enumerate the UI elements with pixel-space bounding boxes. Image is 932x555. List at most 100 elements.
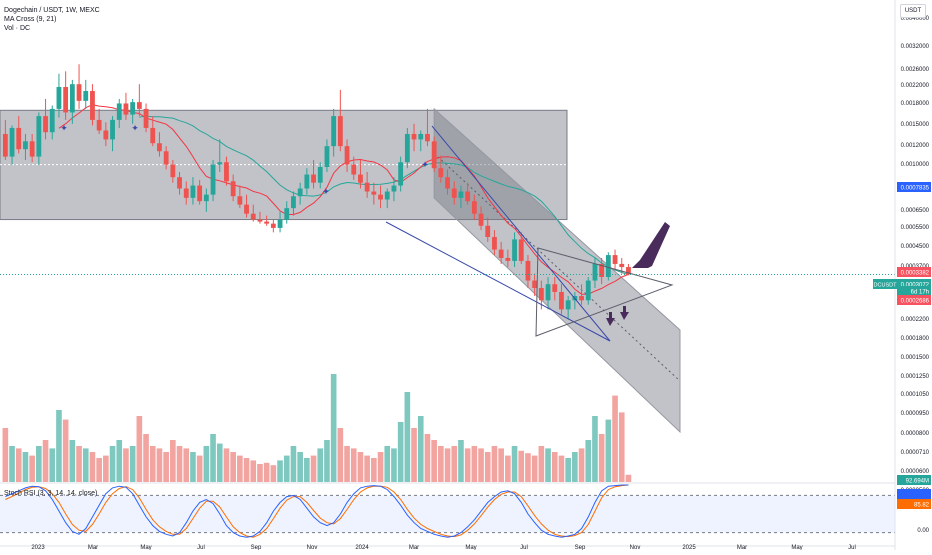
volume-bar: [9, 446, 15, 482]
candle-body: [364, 182, 370, 192]
candle-body: [90, 91, 95, 120]
price-tick-label: 0.0032000: [901, 44, 930, 50]
volume-bar: [350, 448, 357, 482]
volume-tag: [897, 475, 931, 485]
channel-midline: [433, 153, 681, 382]
stoch-rsi-pane[interactable]: [0, 482, 895, 538]
volume-bar: [49, 448, 56, 482]
candle-body: [404, 133, 410, 163]
volume-bar: [317, 448, 324, 482]
price-tag: [897, 286, 931, 296]
currency-label: USDT: [904, 8, 922, 14]
price-axis[interactable]: 0.0040000 0.0032000 0.0026000 0.0022000 0.00…: [873, 0, 932, 550]
volume-bar: [196, 455, 203, 482]
time-tick-label: Jul: [520, 545, 528, 550]
volume-bar: [310, 455, 317, 482]
candle-body: [136, 102, 142, 109]
symbol-title[interactable]: Dogechain / USDT, 1W, MEXC: [4, 7, 100, 14]
candle-body: [244, 204, 249, 214]
candle-body: [230, 181, 236, 197]
time-tick-label: Jul: [197, 545, 205, 550]
candle-body: [431, 141, 437, 169]
volume-bar: [417, 416, 424, 482]
volume-bar: [565, 458, 571, 482]
volume-bar: [69, 440, 76, 482]
volume-bar: [397, 422, 404, 482]
volume-bar: [431, 440, 437, 482]
ma-cross-label[interactable]: MA Cross (9, 21): [4, 16, 57, 23]
price-tick-label: 0.0015000: [901, 122, 930, 128]
candle-body: [599, 263, 605, 278]
volume-bar: [56, 410, 62, 482]
volume-bar: [471, 446, 478, 482]
volume-bar: [451, 446, 458, 482]
volume-bar: [464, 448, 471, 482]
candle-body: [337, 116, 343, 147]
candle-body: [565, 300, 571, 310]
volume-bar: [518, 450, 525, 482]
volume-bar: [76, 446, 82, 482]
volume-bar: [29, 455, 35, 482]
volume-bar: [525, 453, 531, 482]
candle-body: [264, 221, 270, 224]
volume-bar: [511, 446, 518, 482]
volume-bar: [82, 448, 89, 482]
volume-bar: [250, 460, 257, 482]
volume-bar: [216, 443, 223, 482]
candle-body: [297, 188, 303, 197]
volume-bar: [163, 452, 169, 482]
price-tick-label: 0.0040000: [901, 16, 930, 22]
volume-label[interactable]: Vol · DC: [4, 25, 31, 32]
volume-bar: [290, 446, 297, 482]
volume-bar: [344, 446, 350, 482]
volume-bar: [96, 458, 102, 482]
volume-bar: [183, 448, 190, 482]
candle-body: [612, 255, 618, 264]
volume-bar: [223, 448, 230, 482]
candle-body: [257, 219, 263, 222]
candle-body: [552, 284, 558, 292]
volume-bar: [478, 448, 484, 482]
stoch-d-line: [5, 484, 629, 538]
volume-bar: [103, 455, 109, 482]
volume-bar: [15, 448, 22, 482]
candle-body: [177, 177, 182, 189]
volume-bar: [438, 446, 444, 482]
currency-button[interactable]: USDT: [900, 4, 926, 18]
volume-bar: [297, 452, 303, 482]
volume-bar: [149, 446, 156, 482]
stoch-band: [0, 495, 895, 533]
price-tick-label: 0.0001050: [901, 392, 930, 398]
candle-body: [284, 208, 290, 220]
stoch-rsi-label[interactable]: Stoch RSI (3, 3, 14, 14, close): [4, 490, 98, 497]
volume-bar: [337, 428, 344, 482]
candle-body: [150, 127, 156, 144]
volume-bar: [136, 416, 143, 482]
volume-bar: [458, 440, 464, 482]
candle-body: [324, 146, 330, 167]
volume-legend[interactable]: Vol · DC: [4, 24, 30, 33]
volume-bar: [498, 448, 504, 482]
candle-body: [391, 185, 397, 192]
candle-body: [458, 191, 464, 198]
time-tick-label: Sep: [575, 545, 586, 550]
candle-body: [170, 164, 176, 178]
stoch-rsi-legend[interactable]: Stoch RSI (3, 3, 14, 14, close): [4, 489, 97, 498]
candle-body: [183, 188, 189, 198]
volume-bar: [283, 455, 290, 482]
stoch-axis-label: 0.00: [917, 528, 929, 534]
time-tick-label: Mar: [88, 545, 98, 550]
ma-cross-legend[interactable]: MA Cross (9, 21): [4, 15, 57, 24]
candle-body: [123, 103, 129, 115]
time-axis[interactable]: 2023 Mar May Jul Sep Nov 2024 Mar May Jul Sep Nov 20…: [0, 545, 895, 551]
stoch-d-tag: [897, 499, 931, 509]
candle-body: [512, 239, 517, 261]
up-arrow-icon: [606, 312, 615, 326]
candle-layer[interactable]: [2, 64, 631, 320]
candle-body: [592, 263, 598, 281]
symbol-legend[interactable]: Dogechain / USDT, 1W, MEXC: [4, 6, 100, 15]
annotation-layer[interactable]: ✦ ✦ ✦ ✦: [0, 123, 895, 342]
volume-bar: [605, 419, 612, 482]
